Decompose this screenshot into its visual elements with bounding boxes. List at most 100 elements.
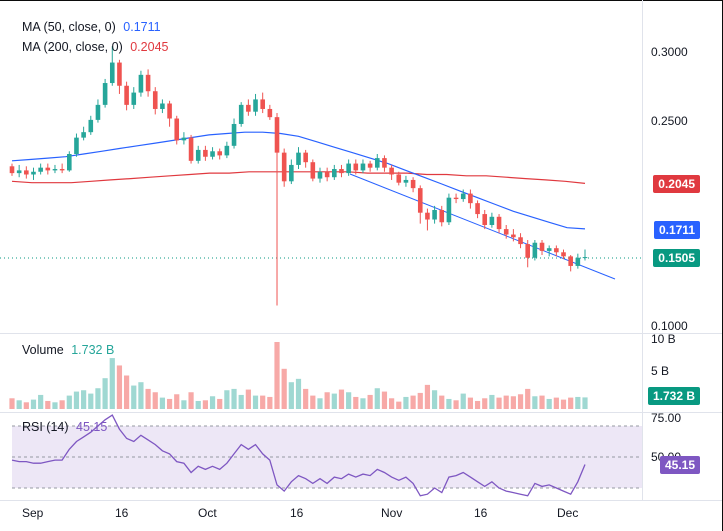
volume-bar xyxy=(131,385,137,409)
candle-body xyxy=(88,119,94,133)
candle-body xyxy=(160,103,165,109)
candle-body xyxy=(31,171,36,175)
volume-bar xyxy=(23,402,29,409)
volume-bar xyxy=(310,395,316,409)
candle-body xyxy=(224,145,230,156)
volume-bar xyxy=(288,382,294,409)
volume-bar xyxy=(231,388,237,409)
volume-bar xyxy=(9,398,15,409)
volume-bar xyxy=(252,395,259,409)
volume-bar xyxy=(510,396,516,409)
volume-bar xyxy=(138,382,144,409)
candle-body xyxy=(417,188,423,213)
candle-body xyxy=(489,216,495,225)
candle-body xyxy=(367,163,373,168)
volume-bar xyxy=(16,400,22,409)
candle-body xyxy=(260,99,265,109)
candle-body xyxy=(339,169,344,174)
volume-bar xyxy=(30,399,37,409)
volume-bar xyxy=(532,396,538,409)
volume-badge: 1.732 B xyxy=(647,387,700,405)
volume-bar xyxy=(453,400,459,409)
trend-line[interactable] xyxy=(349,173,616,280)
volume-bar xyxy=(66,395,72,409)
volume-bar xyxy=(417,392,423,409)
candle-body xyxy=(360,163,366,171)
candle-body xyxy=(346,163,351,174)
candle-body xyxy=(267,108,273,118)
volume-bar xyxy=(202,400,208,409)
volume-bar xyxy=(217,398,223,409)
volume-bar xyxy=(260,395,266,409)
candle-body xyxy=(410,179,416,189)
volume-bar xyxy=(374,388,380,409)
volume-tick-label: 5 B xyxy=(651,364,669,378)
candle-body xyxy=(203,149,208,157)
volume-bar xyxy=(525,388,531,409)
candle-body xyxy=(74,137,79,155)
volume-bar xyxy=(317,398,323,409)
volume-bar xyxy=(546,398,552,409)
candle-body xyxy=(324,171,330,178)
ma200-legend[interactable]: MA (200, close, 0) 0.2045 xyxy=(22,40,168,54)
time-tick-label: 16 xyxy=(115,506,129,520)
candle-body xyxy=(554,248,559,253)
candle-body xyxy=(38,167,43,172)
ma50-legend[interactable]: MA (50, close, 0) 0.1711 xyxy=(22,20,161,34)
volume-bar xyxy=(188,392,194,409)
volume-bar xyxy=(410,395,416,409)
volume-legend-value: 1.732 B xyxy=(71,343,115,357)
volume-bar xyxy=(575,396,581,409)
volume-bar xyxy=(331,393,337,409)
candle-body xyxy=(425,212,430,220)
candle-body xyxy=(568,256,573,266)
candle-body xyxy=(582,257,588,259)
candle-body xyxy=(217,151,223,156)
candle-body xyxy=(468,193,473,204)
candle-body xyxy=(503,229,509,235)
volume-bar xyxy=(353,396,359,409)
ma200-line xyxy=(11,171,586,184)
volume-bar xyxy=(195,400,201,409)
volume-bar xyxy=(295,378,302,409)
rsi-legend[interactable]: RSI (14) 45.15 xyxy=(22,420,107,434)
volume-bar xyxy=(245,389,251,409)
candle-body xyxy=(432,209,437,220)
volume-bar xyxy=(389,398,395,409)
price-tick-label: 0.3000 xyxy=(651,45,688,59)
candle-body xyxy=(453,197,459,200)
candle-body xyxy=(9,166,15,174)
time-tick-label: Dec xyxy=(557,506,578,520)
candle-body xyxy=(246,104,251,112)
candle-body xyxy=(511,234,516,238)
volume-legend[interactable]: Volume 1.732 B xyxy=(22,343,114,357)
volume-bar xyxy=(560,399,567,409)
candle-body xyxy=(238,104,244,124)
candle-body xyxy=(145,74,151,92)
volume-bar xyxy=(568,397,574,409)
candle-body xyxy=(532,242,538,258)
volume-bar xyxy=(88,393,94,409)
candle-body xyxy=(525,244,530,258)
candle-body xyxy=(317,171,323,179)
volume-bars-group xyxy=(9,342,588,409)
candle-body xyxy=(396,174,402,183)
candle-body xyxy=(52,169,58,171)
volume-bar xyxy=(109,358,115,409)
candle-body xyxy=(16,170,22,174)
price-tick-label: 0.2500 xyxy=(651,114,688,128)
candle-body xyxy=(24,170,29,175)
volume-bar xyxy=(102,378,108,409)
ma50-legend-label: MA (50, close, 0) xyxy=(22,20,116,34)
candle-body xyxy=(174,118,180,141)
candle-body xyxy=(446,197,452,223)
candle-body xyxy=(67,154,72,171)
volume-bar xyxy=(267,396,273,409)
candle-body xyxy=(296,152,301,165)
volume-bar xyxy=(467,397,473,409)
candle-body xyxy=(81,132,86,138)
volume-bar xyxy=(446,398,452,409)
volume-bar xyxy=(539,395,545,409)
candle-body xyxy=(382,158,387,168)
